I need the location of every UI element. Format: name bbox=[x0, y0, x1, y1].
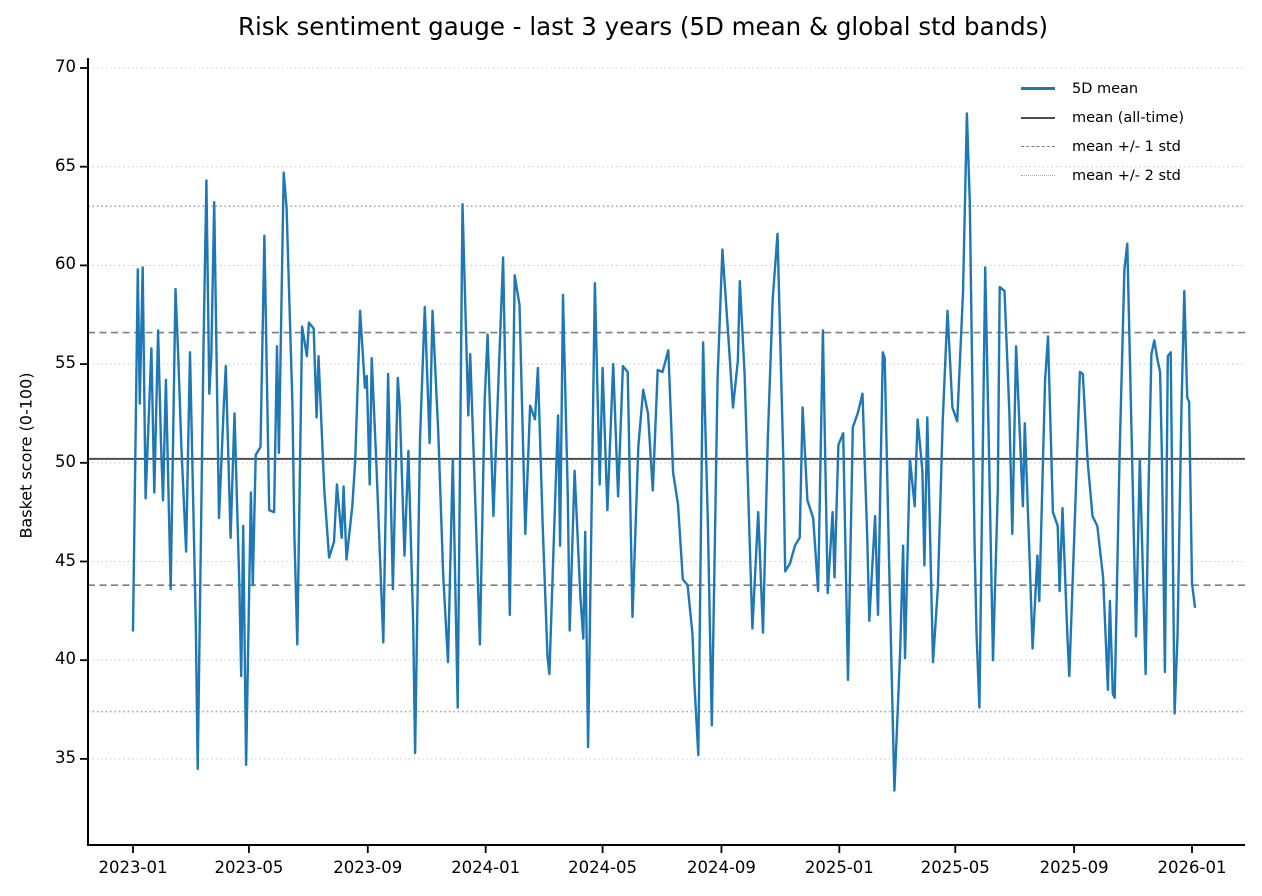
legend-item-mean-1-std: mean +/- 1 std bbox=[1021, 132, 1184, 161]
x-tick-label-2025-09: 2025-09 bbox=[1039, 858, 1109, 877]
legend-item-5d-mean: 5D mean bbox=[1021, 74, 1184, 103]
x-tick-label-2026-01: 2026-01 bbox=[1157, 858, 1227, 877]
x-tick-label-2023-05: 2023-05 bbox=[214, 858, 284, 877]
x-tick-label-2024-05: 2024-05 bbox=[568, 858, 638, 877]
legend-line-sample bbox=[1021, 87, 1055, 90]
x-tick-label-2025-05: 2025-05 bbox=[920, 858, 990, 877]
legend-label: mean +/- 2 std bbox=[1072, 167, 1181, 184]
x-tick-label-2024-01: 2024-01 bbox=[451, 858, 521, 877]
x-tick-label-2024-09: 2024-09 bbox=[686, 858, 756, 877]
legend-line-sample bbox=[1021, 116, 1055, 119]
y-tick-label-65: 65 bbox=[55, 155, 76, 175]
legend-line-sample bbox=[1021, 146, 1055, 147]
legend: 5D mean mean (all-time) mean +/- 1 std mean… bbox=[1021, 74, 1184, 190]
x-tick-label-2023-01: 2023-01 bbox=[98, 858, 168, 877]
legend-item-mean-2-std: mean +/- 2 std bbox=[1021, 161, 1184, 190]
chart-title: Risk sentiment gauge - last 3 years (5D … bbox=[237, 12, 1049, 41]
y-tick-label-50: 50 bbox=[55, 451, 76, 471]
y-tick-label-55: 55 bbox=[55, 353, 76, 373]
legend-line-sample bbox=[1021, 175, 1055, 176]
y-tick-label-60: 60 bbox=[55, 254, 76, 274]
y-tick-label-35: 35 bbox=[55, 747, 76, 767]
x-tick-label-2025-01: 2025-01 bbox=[804, 858, 874, 877]
x-tick-label-2023-09: 2023-09 bbox=[333, 858, 403, 877]
legend-label: mean +/- 1 std bbox=[1072, 138, 1181, 155]
y-tick-label-45: 45 bbox=[55, 550, 76, 570]
y-tick-label-70: 70 bbox=[55, 57, 76, 76]
y-tick-label-40: 40 bbox=[55, 649, 76, 669]
legend-item-mean-all-time-: mean (all-time) bbox=[1021, 103, 1184, 132]
series-line-5d-mean bbox=[131, 112, 1197, 792]
legend-label: mean (all-time) bbox=[1072, 109, 1184, 126]
legend-label: 5D mean bbox=[1072, 80, 1139, 97]
